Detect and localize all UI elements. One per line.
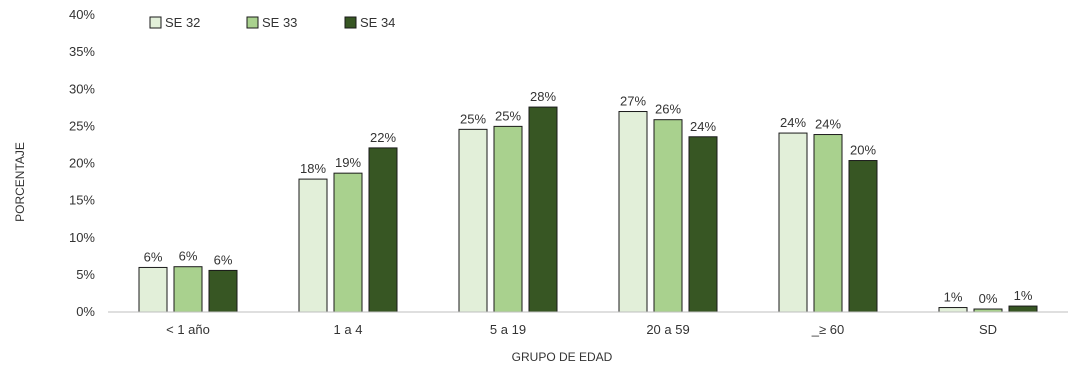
data-label: 6%	[214, 252, 233, 267]
data-label: 18%	[300, 161, 326, 176]
legend-swatch	[344, 16, 357, 29]
data-label: 26%	[655, 102, 681, 117]
bar-se34-4	[848, 160, 878, 313]
y-tick-label: 35%	[69, 44, 95, 59]
data-label: 24%	[780, 115, 806, 130]
bar-se32-0	[138, 266, 168, 313]
y-tick-label: 10%	[69, 230, 95, 245]
x-tick-label: 1 a 4	[334, 322, 363, 337]
data-label: 25%	[495, 108, 521, 123]
data-label: 0%	[979, 291, 998, 306]
bar-se34-2	[528, 106, 558, 313]
bars	[138, 106, 1038, 313]
x-tick-label: < 1 año	[166, 322, 210, 337]
bar-se32-1	[298, 178, 328, 313]
data-label: 19%	[335, 155, 361, 170]
bar-se34-3	[688, 136, 718, 313]
x-tick-label: 5 a 19	[490, 322, 526, 337]
y-axis-ticks: 0% 5% 10% 15% 20% 25% 30% 35% 40%	[69, 7, 95, 319]
y-axis-title: PORCENTAJE	[13, 142, 27, 222]
bar-se32-2	[458, 128, 488, 313]
y-tick-label: 25%	[69, 118, 95, 133]
data-label: 1%	[1014, 288, 1033, 303]
legend-swatch	[246, 16, 259, 29]
x-tick-label: SD	[979, 322, 997, 337]
bar-se33-2	[493, 125, 523, 313]
bar-se34-1	[368, 147, 398, 313]
bar-se34-5	[1008, 305, 1038, 313]
data-label: 22%	[370, 130, 396, 145]
x-tick-label: 20 a 59	[646, 322, 689, 337]
legend-label: SE 32	[165, 15, 200, 30]
y-tick-label: 5%	[76, 267, 95, 282]
legend-swatch	[149, 16, 162, 29]
bar-se32-3	[618, 111, 648, 313]
data-label: 28%	[530, 89, 556, 104]
data-label: 6%	[144, 249, 163, 264]
y-tick-label: 20%	[69, 156, 95, 171]
y-tick-label: 0%	[76, 304, 95, 319]
y-tick-label: 15%	[69, 193, 95, 208]
x-axis-title: GRUPO DE EDAD	[512, 350, 613, 364]
data-label: 1%	[944, 290, 963, 305]
bar-se32-5	[938, 307, 968, 313]
data-label: 25%	[460, 111, 486, 126]
data-label: 24%	[815, 117, 841, 132]
y-tick-label: 30%	[69, 81, 95, 96]
data-labels: 6% 6% 6% 18% 19% 22% 25% 25% 28% 27% 26% 24% 24% 24% 2…	[144, 89, 1033, 306]
bar-se33-0	[173, 266, 203, 313]
x-tick-label: _≥ 60	[811, 322, 844, 337]
category-labels: < 1 año 1 a 4 5 a 19 20 a 59 _≥ 60 SD	[166, 322, 997, 337]
legend-label: SE 33	[262, 15, 297, 30]
legend-label: SE 34	[360, 15, 395, 30]
bar-se32-4	[778, 132, 808, 313]
bar-se33-4	[813, 134, 843, 313]
data-label: 24%	[690, 119, 716, 134]
data-label: 20%	[850, 143, 876, 158]
bar-se33-3	[653, 119, 683, 313]
data-label: 6%	[179, 249, 198, 264]
data-label: 27%	[620, 94, 646, 109]
y-tick-label: 40%	[69, 7, 95, 22]
bar-se34-0	[208, 269, 238, 313]
bar-se33-1	[333, 172, 363, 313]
legend: SE 32 SE 33 SE 34	[149, 15, 395, 30]
